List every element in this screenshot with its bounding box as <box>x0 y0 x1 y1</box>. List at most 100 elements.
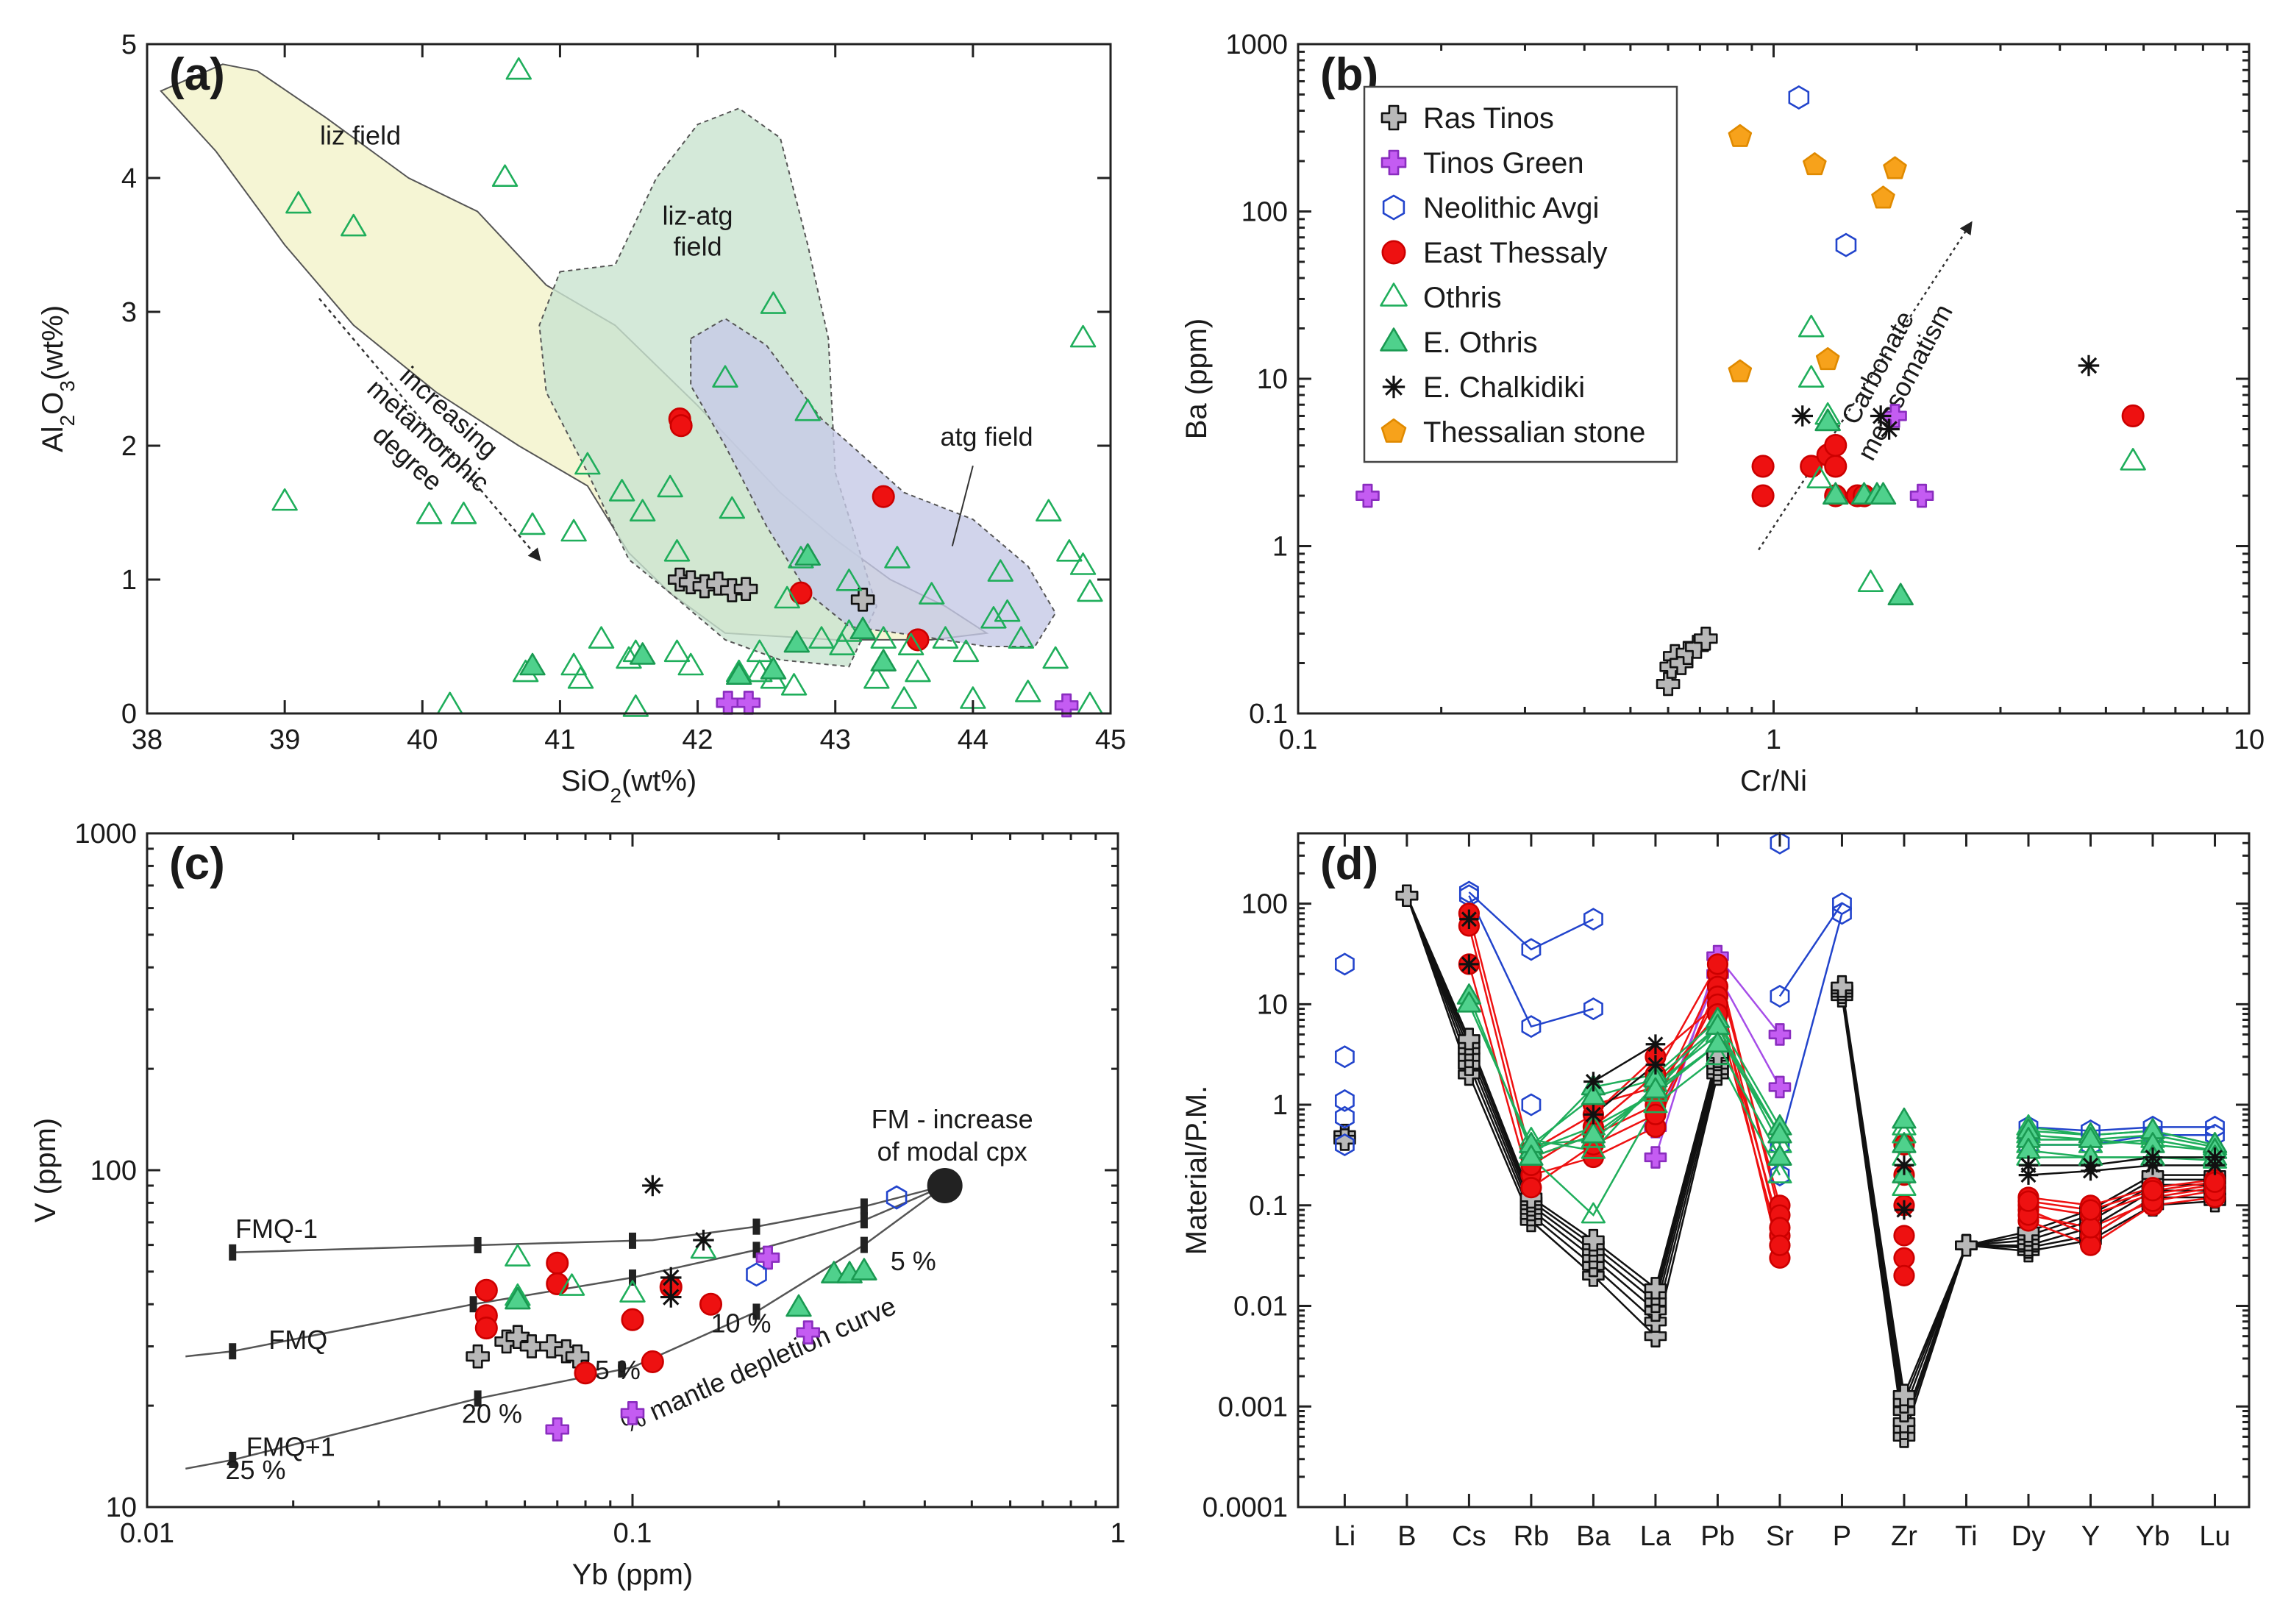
category-label: La <box>1640 1521 1672 1552</box>
marker-tinos-green <box>545 1417 570 1442</box>
marker-ras-tinos <box>466 1344 490 1369</box>
marker-othris <box>622 694 649 717</box>
curve-tick-mark <box>229 1244 237 1261</box>
marker-othris <box>271 488 298 511</box>
plot-frame <box>146 43 1112 715</box>
marker-ras-tinos <box>1458 1028 1481 1051</box>
curve-tick-mark <box>618 1361 626 1378</box>
marker-east-thessaly <box>474 1317 498 1340</box>
x-tick-label: 1 <box>1766 724 1781 755</box>
field-atg-field <box>690 317 1057 647</box>
annotation-fmq-1-line: FMQ-1 <box>235 1214 318 1244</box>
x-tick-label: 1 <box>1110 1518 1125 1549</box>
marker-east-thessaly <box>1769 1234 1791 1256</box>
marker-neolithic-avgi <box>1770 831 1790 855</box>
legend-label: Neolithic Avgi <box>1423 192 1599 224</box>
marker-tinos-green <box>716 691 741 715</box>
annotation-liz-atg-field-line: liz-atg <box>663 201 733 231</box>
annotation-10: 10 % <box>711 1308 772 1339</box>
spider-line-neolithic-avgi <box>1468 895 1594 1028</box>
x-tick-label: 0.1 <box>613 1518 652 1549</box>
y-tick-label: 1000 <box>74 819 137 850</box>
marker-othris <box>780 673 808 696</box>
category-label: P <box>1833 1521 1851 1552</box>
category-label: Ti <box>1955 1521 1977 1552</box>
marker-tinos-green <box>796 1320 821 1345</box>
legend-item-neolithic-avgi: Neolithic Avgi <box>1382 192 1599 224</box>
marker-othris <box>891 686 917 709</box>
legend-item-east-thessaly: East Thessaly <box>1381 237 1608 269</box>
category-label: Yb <box>2136 1521 2170 1552</box>
marker-neolithic-avgi <box>1334 1105 1355 1129</box>
marker-neolithic-avgi <box>1770 984 1790 1008</box>
x-axis-title: SiO2(wt%) <box>561 765 696 807</box>
marker-tinos-green <box>1644 1146 1667 1169</box>
marker-othris <box>2120 448 2146 471</box>
marker-othris <box>505 57 532 80</box>
legend-label: East Thessaly <box>1423 237 1608 269</box>
marker-east-thessaly <box>1893 1247 1915 1269</box>
marker-othris <box>1069 324 1097 348</box>
marker-ras-tinos <box>850 588 875 612</box>
marker-neolithic-avgi <box>1458 880 1479 904</box>
curve-tick-mark <box>752 1242 760 1258</box>
y-axis-title: Ba (ppm) <box>1180 318 1213 440</box>
annotation-25-line: 25 % <box>226 1455 286 1485</box>
axis-title-part: (wt%) <box>621 765 696 797</box>
axis-title-part: 2 <box>610 784 621 807</box>
marker-othris <box>1077 691 1103 715</box>
y-tick-label: 0.1 <box>1249 699 1288 730</box>
x-tick-label: 42 <box>682 724 713 755</box>
marker-othris <box>677 652 704 676</box>
marker-othris <box>608 479 635 502</box>
marker-othris <box>1077 579 1103 602</box>
marker-e-chalkidiki <box>1645 1055 1666 1075</box>
panel-label: (a) <box>169 49 225 100</box>
marker-ras-tinos <box>733 577 758 602</box>
fm-point-label-line: of modal cpx <box>877 1136 1027 1167</box>
marker-e-othris <box>505 1286 531 1310</box>
marker-neolithic-avgi <box>1583 908 1603 931</box>
marker-e-othris <box>1767 1144 1792 1166</box>
legend-label: Othris <box>1423 282 1502 314</box>
marker-othris <box>794 398 821 421</box>
marker-othris <box>932 626 959 649</box>
y-tick-label: 3 <box>121 297 137 328</box>
spider-line-othris <box>1531 1042 2215 1158</box>
marker-ras-tinos <box>678 570 703 594</box>
y-tick-label: 100 <box>90 1155 137 1186</box>
y-tick-label: 0.1 <box>1249 1191 1288 1222</box>
marker-e-othris <box>1643 1077 1668 1099</box>
marker-ras-tinos <box>554 1339 579 1364</box>
marker-othris <box>863 666 890 689</box>
spider-line-e-othris <box>1531 1042 2215 1158</box>
curve-tick-mark <box>229 1343 237 1360</box>
marker-othris <box>285 190 312 214</box>
marker-neolithic-avgi <box>1521 1015 1542 1039</box>
marker-othris <box>588 626 615 649</box>
marker-tinos-green <box>1909 483 1934 508</box>
category-label: Sr <box>1766 1521 1794 1552</box>
marker-e-chalkidiki <box>660 1286 682 1308</box>
marker-tinos-green <box>1768 1075 1792 1099</box>
marker-neolithic-avgi <box>1835 232 1857 257</box>
fm-point <box>927 1167 963 1203</box>
category-label: Zr <box>1891 1521 1917 1552</box>
marker-othris <box>491 164 519 187</box>
marker-othris <box>980 606 1007 629</box>
x-tick-label: 0.1 <box>1279 724 1318 755</box>
y-tick-label: 1 <box>1272 1090 1288 1121</box>
curve-tick-mark <box>474 1236 482 1253</box>
marker-e-chalkidiki <box>1894 1155 1914 1175</box>
marker-othris <box>905 659 931 683</box>
marker-neolithic-avgi <box>1788 85 1810 110</box>
marker-othris <box>987 559 1013 582</box>
spider-line-neolithic-avgi <box>1778 902 2215 1132</box>
category-label: Cs <box>1452 1521 1486 1552</box>
marker-tinos-green <box>1054 693 1079 718</box>
marker-e-chalkidiki <box>2205 1155 2225 1175</box>
marker-neolithic-avgi <box>746 1262 767 1287</box>
marker-east-thessaly <box>621 1308 644 1331</box>
marker-east-thessaly <box>546 1251 569 1275</box>
x-tick-label: 41 <box>544 724 575 755</box>
